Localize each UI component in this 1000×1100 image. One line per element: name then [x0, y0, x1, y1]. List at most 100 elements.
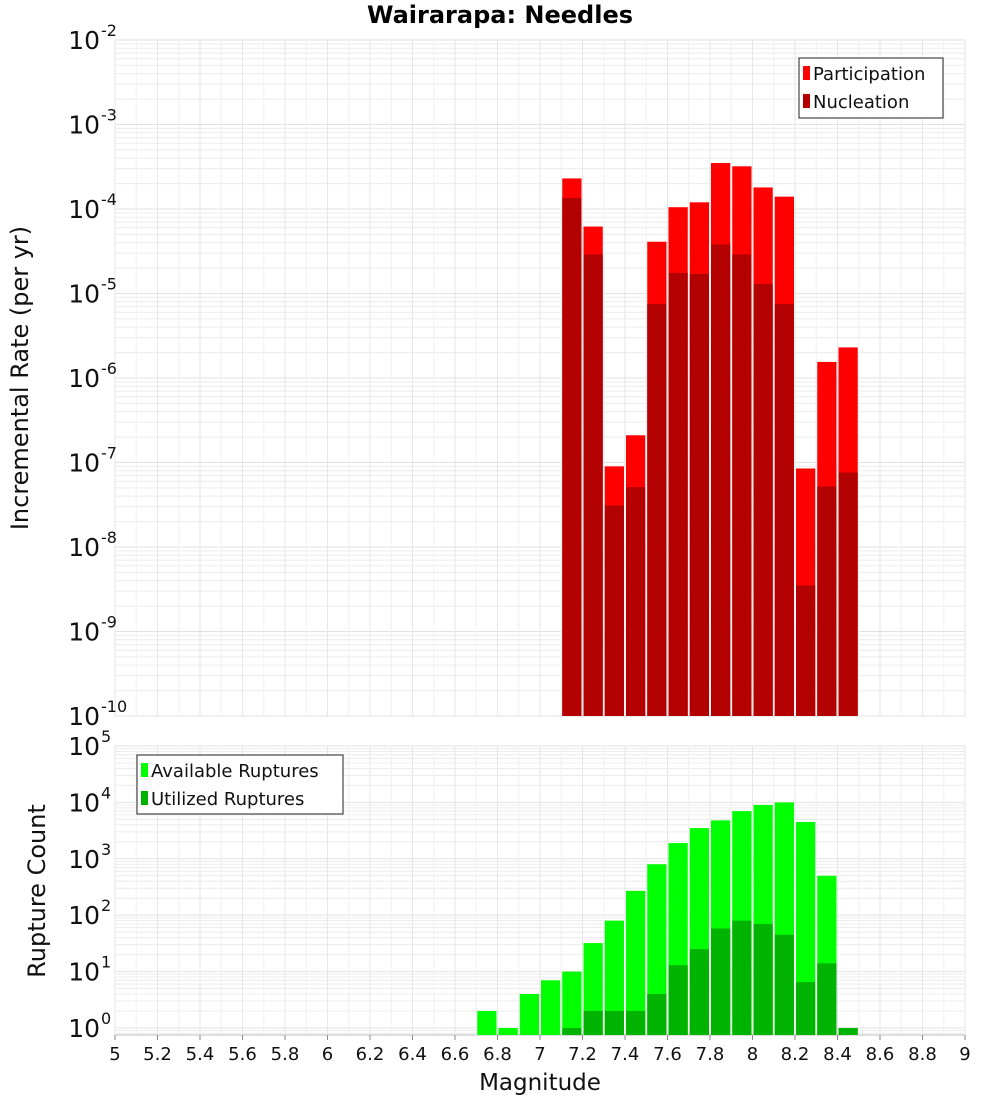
y-tick-base: 10: [68, 958, 100, 987]
y-tick-exponent: -8: [101, 528, 117, 547]
x-tick-label: 7.8: [696, 1044, 725, 1065]
top-y-axis-label: Incremental Rate (per yr): [6, 226, 34, 530]
y-tick-label: 10 -6: [68, 359, 117, 393]
top-grid: [114, 39, 966, 717]
top-bars: [562, 163, 858, 717]
bar-series2: [626, 487, 646, 716]
y-tick-exponent: -6: [101, 359, 117, 378]
bar-series2: [774, 934, 794, 1035]
x-tick-label: 6.8: [483, 1044, 512, 1065]
bar-series1: [604, 920, 624, 1035]
x-tick-label: 7.4: [611, 1044, 640, 1065]
bar-series1: [519, 994, 539, 1035]
bar-series2: [753, 923, 773, 1035]
y-tick-exponent: -5: [101, 275, 117, 294]
y-tick-label: 10 3: [68, 840, 111, 874]
y-tick-exponent: -4: [101, 190, 117, 209]
x-tick-label: 5.6: [228, 1044, 257, 1065]
y-tick-label: 10 1: [68, 953, 111, 987]
bar-series1: [647, 864, 667, 1035]
y-tick-label: 10 5: [68, 727, 111, 761]
bar-series2: [796, 585, 816, 716]
y-tick-base: 10: [68, 845, 100, 874]
bar-series2: [817, 963, 837, 1035]
bar-series2: [689, 949, 709, 1035]
bar-series1: [477, 1010, 497, 1035]
legend-swatch: [803, 94, 810, 108]
bar-series2: [562, 1027, 582, 1035]
bottom-bars: [477, 802, 858, 1035]
bar-series2: [668, 272, 688, 716]
bar-series2: [604, 1010, 624, 1035]
legend-swatch: [141, 763, 148, 777]
y-tick-base: 10: [68, 732, 100, 761]
y-tick-label: 10 -5: [68, 275, 117, 309]
y-tick-base: 10: [68, 901, 100, 930]
y-tick-base: 10: [68, 533, 100, 562]
bar-series2: [647, 994, 667, 1035]
bar-series2: [732, 254, 752, 716]
bar-series2: [838, 472, 858, 716]
bar-series2: [562, 197, 582, 716]
y-tick-label: 10 -3: [68, 106, 117, 140]
y-tick-label: 10 4: [68, 783, 111, 817]
x-tick-label: 7.2: [568, 1044, 597, 1065]
legend-label: Available Ruptures: [151, 761, 319, 782]
y-tick-exponent: 4: [101, 783, 111, 802]
y-tick-label: 10 -7: [68, 444, 117, 478]
x-tick-label: 8.2: [781, 1044, 810, 1065]
bottom-x-ticks: 5 5.2 5.4 5.6 5.8 6 6.2 6.4 6.6 6.8 7 7.2 7.4 7.6 7.8 8…: [109, 1035, 971, 1065]
legend-box: [798, 57, 944, 119]
bar-series2: [583, 1010, 603, 1035]
bar-series2: [647, 304, 667, 716]
y-tick-exponent: 0: [101, 1009, 111, 1028]
y-tick-base: 10: [68, 26, 100, 55]
x-tick-label: 6: [322, 1044, 333, 1065]
y-tick-base: 10: [68, 702, 100, 731]
bar-series1: [626, 890, 646, 1035]
x-tick-label: 8.4: [823, 1044, 852, 1065]
bar-series2: [711, 244, 731, 716]
y-tick-label: 10 -8: [68, 528, 117, 562]
y-tick-label: 10 -9: [68, 613, 117, 647]
bar-series2: [796, 982, 816, 1035]
chart-title: Wairarapa: Needles: [367, 1, 633, 29]
y-tick-exponent: -7: [101, 444, 117, 463]
y-tick-base: 10: [68, 1014, 100, 1043]
bar-series1: [796, 821, 816, 1035]
bar-series2: [668, 965, 688, 1035]
y-tick-label: 10 -10: [68, 697, 127, 731]
y-tick-base: 10: [68, 195, 100, 224]
bar-series2: [817, 486, 837, 716]
legend-box: [136, 754, 344, 815]
x-tick-label: 8: [747, 1044, 758, 1065]
legend-label: Utilized Ruptures: [151, 789, 304, 810]
y-tick-exponent: -3: [101, 106, 117, 125]
y-tick-exponent: -9: [101, 613, 117, 632]
x-tick-label: 6.6: [441, 1044, 470, 1065]
x-tick-label: 8.8: [908, 1044, 937, 1065]
bar-series2: [689, 274, 709, 716]
top-legend: Participation Nucleation: [798, 57, 944, 119]
bar-series2: [753, 283, 773, 716]
legend-swatch: [141, 791, 148, 805]
x-tick-label: 5.8: [271, 1044, 300, 1065]
legend-label: Participation: [813, 64, 925, 85]
bar-series2: [774, 304, 794, 716]
x-tick-label: 5: [109, 1044, 120, 1065]
bar-series2: [626, 1010, 646, 1035]
bar-series1: [562, 971, 582, 1035]
y-tick-exponent: 1: [101, 953, 111, 972]
x-tick-label: 9: [959, 1044, 970, 1065]
y-tick-exponent: 5: [101, 727, 111, 746]
y-tick-label: 10 0: [68, 1009, 111, 1043]
legend-swatch: [803, 66, 810, 80]
bar-series1: [541, 980, 561, 1035]
bar-series1: [498, 1027, 518, 1035]
bottom-y-axis-label: Rupture Count: [23, 804, 51, 978]
bar-series2: [711, 928, 731, 1035]
